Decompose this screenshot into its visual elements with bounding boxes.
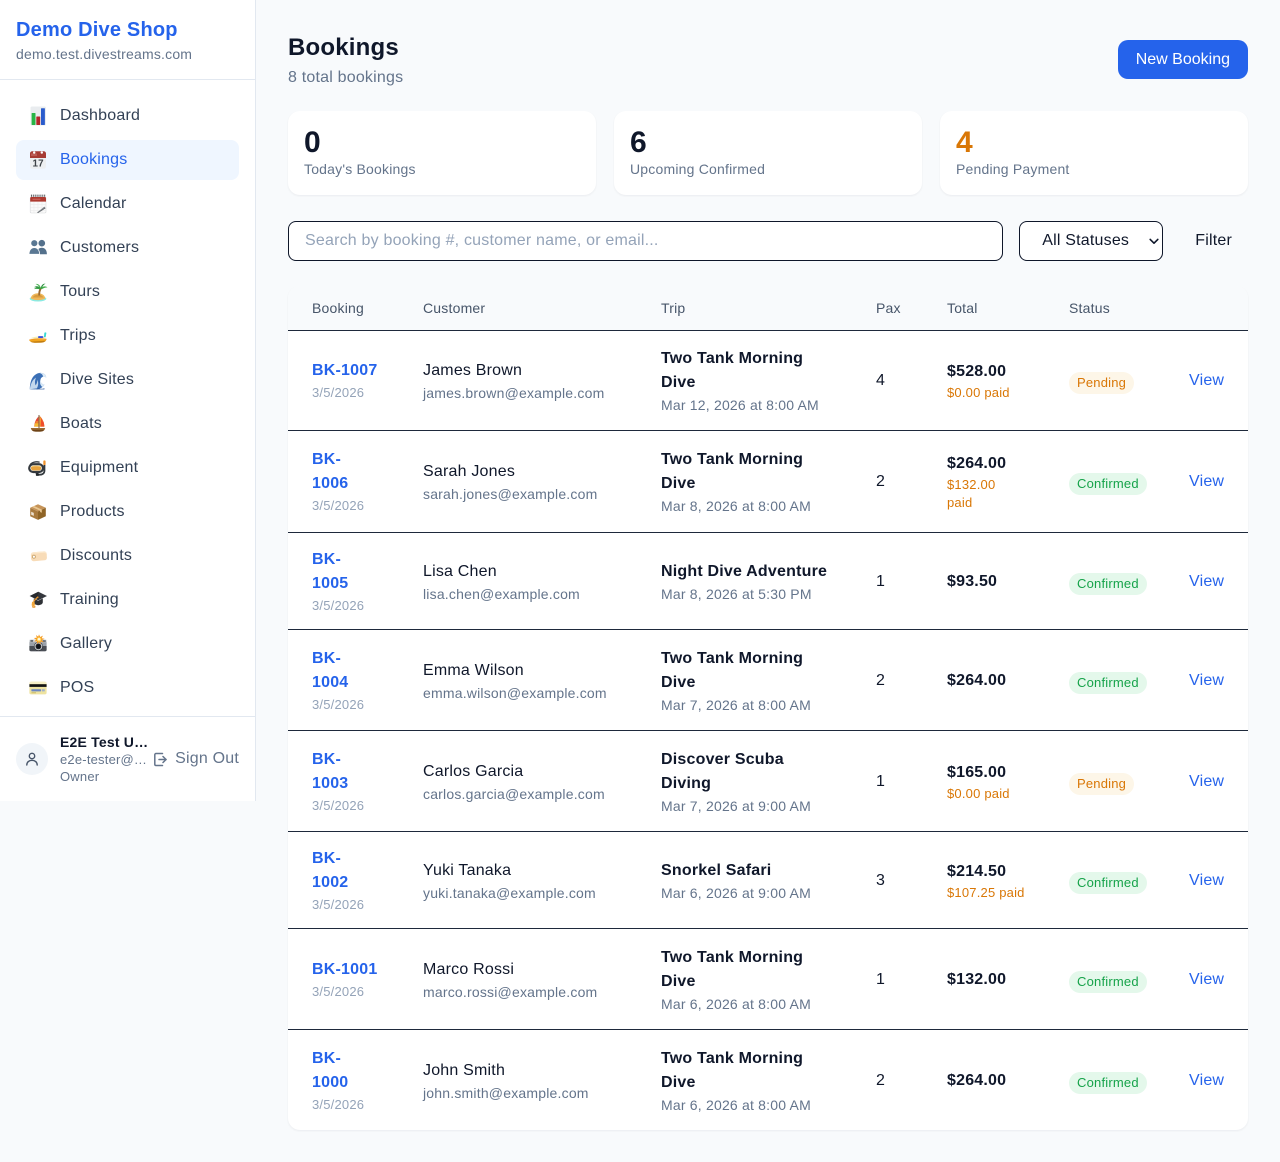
svg-text:17: 17 [32, 158, 44, 169]
